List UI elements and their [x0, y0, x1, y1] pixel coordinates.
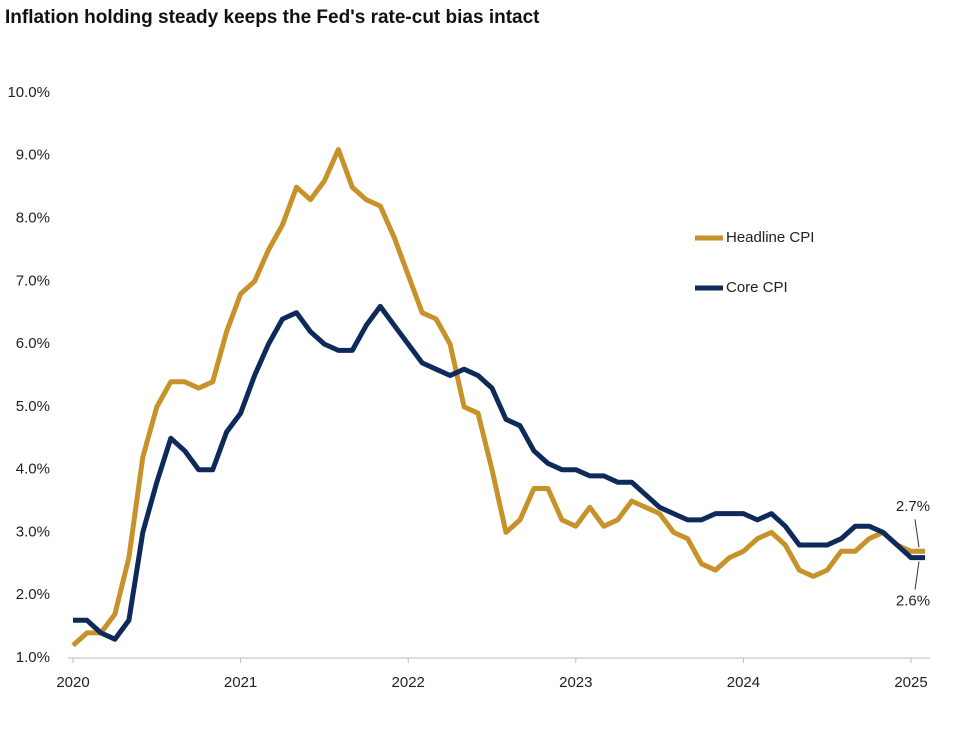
label-leader	[914, 519, 920, 548]
y-tick-label: 10.0%	[7, 84, 50, 101]
data-label: 2.7%	[896, 498, 930, 515]
line-series	[73, 303, 925, 642]
x-tick-label: 2022	[392, 674, 425, 691]
legend-label: Core CPI	[726, 279, 788, 296]
y-tick-label: 8.0%	[16, 210, 50, 227]
x-tick-label: 2020	[56, 674, 89, 691]
y-tick-label: 1.0%	[16, 649, 50, 666]
x-tick-label: 2024	[727, 674, 760, 691]
chart-title: Inflation holding steady keeps the Fed's…	[5, 7, 540, 28]
y-tick-label: 9.0%	[16, 147, 50, 164]
y-tick-label: 2.0%	[16, 586, 50, 603]
label-leader	[914, 561, 920, 590]
y-tick-label: 5.0%	[16, 398, 50, 415]
data-label: 2.6%	[896, 593, 930, 610]
y-tick-label: 7.0%	[16, 272, 50, 289]
x-tick-label: 2021	[224, 674, 257, 691]
y-tick-label: 4.0%	[16, 461, 50, 478]
x-tick-label: 2025	[894, 674, 927, 691]
y-tick-label: 3.0%	[16, 523, 50, 540]
x-tick-label: 2023	[559, 674, 592, 691]
line-series	[71, 147, 925, 648]
legend-label: Headline CPI	[726, 229, 814, 246]
y-tick-label: 6.0%	[16, 335, 50, 352]
